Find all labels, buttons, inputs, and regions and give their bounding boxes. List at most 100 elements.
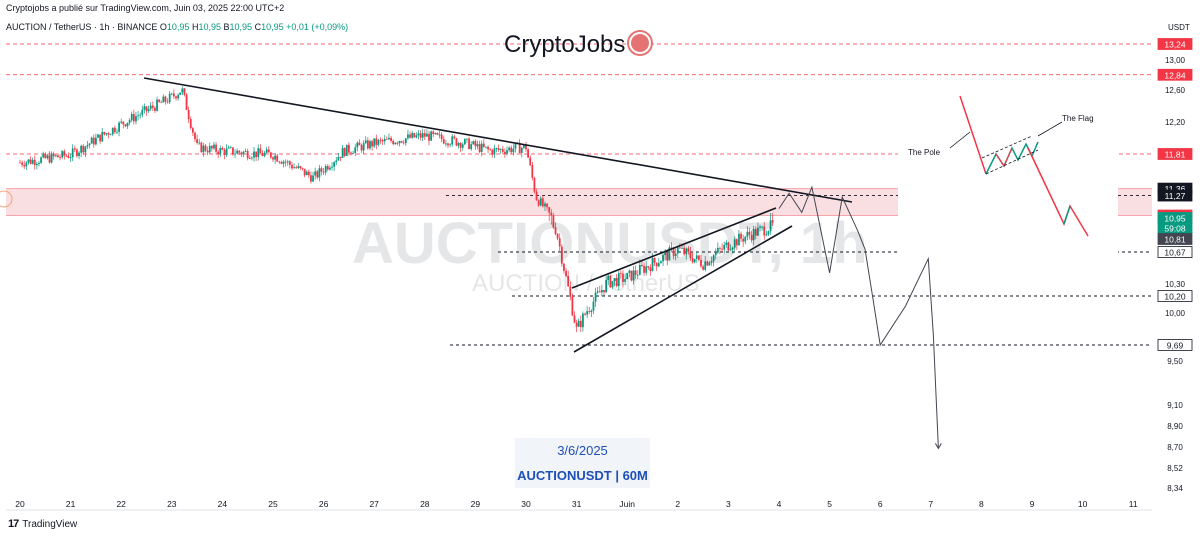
candle-body	[582, 313, 584, 328]
candle-body	[297, 166, 300, 169]
x-tick-14: 3	[726, 499, 731, 509]
candle-body	[31, 159, 34, 164]
candle-body	[487, 146, 489, 150]
candle-body	[301, 167, 304, 169]
candle-body	[141, 109, 144, 115]
price-axis[interactable]	[1152, 0, 1200, 536]
price-tag-10[interactable]	[1157, 290, 1193, 302]
price-tag-9[interactable]	[1157, 246, 1193, 258]
price-tag-8[interactable]	[1157, 233, 1193, 245]
flag-upper	[981, 135, 1033, 159]
ohlc-high-label: H	[191, 22, 199, 32]
candle-body	[571, 296, 574, 316]
price-tag-0[interactable]	[1157, 38, 1193, 50]
x-tick-16: 5	[827, 499, 832, 509]
y-tick-5: 9,50	[1167, 357, 1183, 366]
candle-body	[700, 259, 702, 267]
candle-body	[569, 286, 572, 297]
price-tag-1[interactable]	[1157, 68, 1193, 81]
candle-body	[436, 133, 439, 135]
projection-path	[778, 185, 939, 449]
flag-pointer	[1037, 121, 1063, 137]
candle-body	[356, 142, 359, 148]
price-tag-4[interactable]	[1157, 189, 1193, 202]
candle-body	[263, 152, 266, 157]
candle-body	[746, 231, 749, 237]
candle-body	[400, 141, 403, 143]
candle-body	[103, 131, 106, 135]
y-tick-4: 10,00	[1165, 309, 1186, 318]
currency-label[interactable]: USDT	[1168, 23, 1190, 32]
candle-body	[206, 150, 209, 153]
candle-body	[322, 171, 325, 173]
candle-body	[390, 137, 392, 141]
candle-body	[518, 142, 521, 153]
flag-zigzag-red	[995, 147, 1013, 168]
x-tick-20: 9	[1030, 499, 1035, 509]
candle-body	[495, 148, 498, 150]
symbol-watermark-sub: AUCTION / TetherUS	[472, 270, 700, 297]
candle-body	[508, 147, 511, 151]
candle-body	[485, 146, 487, 148]
candle-body	[299, 166, 302, 168]
candle-body	[651, 257, 654, 272]
tradingview-logo[interactable]: 17	[8, 518, 19, 530]
candle-body	[719, 247, 721, 249]
candle-body	[463, 139, 466, 145]
candle-body	[23, 164, 26, 167]
price-tag-2[interactable]	[1157, 148, 1193, 160]
candle-body	[80, 145, 83, 153]
candle-body	[558, 238, 561, 247]
candle-body	[480, 143, 483, 152]
candle-body	[187, 109, 190, 120]
candle-body	[202, 145, 205, 153]
candle-body	[213, 144, 215, 149]
candle-body	[373, 138, 376, 147]
candle-body	[61, 151, 64, 158]
candle-body	[693, 258, 696, 263]
candle-body	[748, 231, 751, 235]
candle-body	[520, 147, 523, 153]
candle-body	[752, 229, 755, 241]
candle-body	[461, 144, 464, 148]
zone-marker-icon[interactable]	[0, 190, 13, 208]
candle-body	[723, 244, 726, 250]
descending-trendline	[143, 77, 853, 203]
candle-body	[358, 142, 361, 146]
price-tag-11[interactable]	[1157, 339, 1193, 351]
candle-body	[584, 313, 586, 315]
candle-body	[44, 153, 47, 159]
candle-body	[320, 168, 323, 172]
candle-body	[428, 133, 430, 141]
candle-body	[725, 242, 728, 245]
date-text: 3/6/2025	[557, 443, 608, 458]
candle-body	[586, 311, 589, 315]
candle-body	[345, 144, 348, 156]
candle-body	[191, 128, 194, 133]
price-tag-label-8: 10,81	[1164, 235, 1186, 245]
candle-body	[628, 270, 631, 273]
candle-body	[105, 133, 108, 135]
candle-body	[238, 150, 241, 153]
candle-body	[664, 252, 667, 256]
candle-body	[674, 253, 677, 257]
candle-body	[337, 156, 340, 161]
candle-body	[638, 264, 641, 275]
candle-body	[288, 161, 291, 165]
price-tag-label-0: 13,24	[1164, 40, 1186, 50]
pole-label: The Pole	[908, 148, 941, 157]
candle-body	[506, 150, 508, 154]
symbol-name[interactable]: AUCTION / TetherUS · 1h · BINANCE	[6, 22, 158, 32]
candle-body	[474, 141, 477, 147]
candle-body	[624, 279, 626, 282]
candle-body	[472, 141, 475, 145]
candle-body	[438, 134, 441, 136]
y-tick-8: 8,70	[1167, 443, 1183, 452]
candle-body	[145, 106, 148, 112]
candle-body	[767, 231, 770, 235]
candle-body	[535, 191, 538, 201]
candle-body	[482, 143, 485, 147]
candle-body	[666, 252, 669, 261]
candle-body	[173, 93, 175, 97]
